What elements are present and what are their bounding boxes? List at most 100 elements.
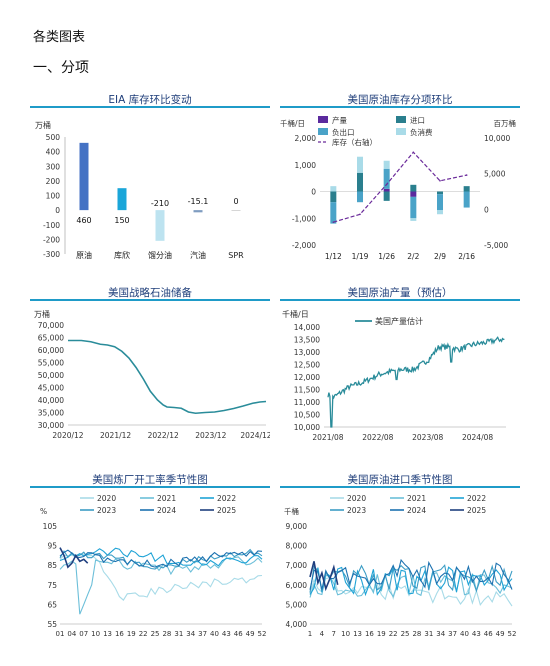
imports-x-tick: 52 <box>508 630 517 638</box>
prod-y-tick: 13,000 <box>294 348 320 357</box>
components-legend-swatch-3 <box>396 128 406 135</box>
prod-x-tick: 2023/08 <box>412 433 443 442</box>
components-inventory-point-1 <box>359 213 361 216</box>
prod-x-tick: 2022/08 <box>362 433 393 442</box>
components-y-tick: 1,000 <box>295 161 317 170</box>
imports-x-tick: 43 <box>472 630 481 638</box>
imports-y-tick: 8,000 <box>286 542 308 551</box>
components-y2-tick: 0 <box>484 205 489 214</box>
prod-line <box>327 336 505 428</box>
components-right-unit: 百万桶 <box>494 118 517 128</box>
imports-legend-label-5: 2025 <box>467 506 486 515</box>
spr-x-tick: 2024/12 <box>240 431 270 440</box>
components-category-0: 1/12 <box>325 252 342 261</box>
components-inventory-point-3 <box>412 151 415 154</box>
spr-x-tick: 2022/12 <box>148 431 179 440</box>
spr-title: 美国战略石油储备 <box>108 287 192 299</box>
spr-y-tick: 45,000 <box>38 384 64 393</box>
components-bar-2-1 <box>357 191 363 203</box>
refinery-panel: 美国炼厂开工率季节性图 % 55 65 75 85 95 105 01 04 07 10 13 16 19… <box>30 472 270 652</box>
refinery-x-tick: 49 <box>246 630 255 638</box>
imports-legend-label-3: 2023 <box>347 506 366 515</box>
refinery-title-rule <box>30 486 270 488</box>
components-y-tick: -1,000 <box>292 214 316 223</box>
refinery-line-2023 <box>59 548 263 570</box>
components-legend-swatch-1 <box>396 116 406 123</box>
refinery-x-tick: 16 <box>115 630 124 638</box>
spr-chart: 万桶 30,000 35,000 40,000 45,000 50,000 55,000 60… <box>34 309 270 440</box>
imports-legend-label-0: 2020 <box>347 494 366 503</box>
refinery-y-tick: 95 <box>47 542 57 551</box>
prod-legend-label: 美国产量估计 <box>375 316 423 326</box>
prod-y-tick: 11,000 <box>294 398 320 407</box>
eia-category-0: 原油 <box>76 250 92 260</box>
imports-legend-label-2: 2022 <box>467 494 486 503</box>
refinery-line-2025 <box>59 547 89 569</box>
eia-y-tick: -100 <box>43 221 60 230</box>
refinery-legend-label-5: 2025 <box>217 506 236 515</box>
eia-y-tick: 0 <box>55 206 60 215</box>
refinery-x-tick: 37 <box>198 630 207 638</box>
prod-x-tick: 2024/08 <box>462 433 493 442</box>
eia-y-tick: -200 <box>43 235 60 244</box>
spr-y-tick: 30,000 <box>38 421 64 430</box>
imports-panel: 美国原油进口季节性图 千桶 4,000 5,000 6,000 7,000 8,000 9,… <box>280 472 520 652</box>
prod-panel: 美国原油产量（预估） 千桶/日 10,000 10,500 11,000 11,500 1… <box>280 285 520 455</box>
spr-panel: 美国战略石油储备 万桶 30,000 35,000 40,000 45,000 50,00… <box>30 285 270 455</box>
components-y2-tick: -5,000 <box>484 241 508 250</box>
components-bar-2-5 <box>463 191 470 208</box>
eia-data-label-0: 460 <box>76 216 91 225</box>
imports-x-tick: 37 <box>448 630 457 638</box>
eia-y-tick: 500 <box>46 133 61 142</box>
spr-x-tick: 2023/12 <box>195 431 226 440</box>
components-left-unit: 千桶/日 <box>280 118 305 128</box>
components-category-3: 2/2 <box>407 252 419 261</box>
imports-y-tick: 4,000 <box>286 620 308 629</box>
imports-y-tick: 5,000 <box>286 600 308 609</box>
eia-y-tick: 300 <box>46 162 61 171</box>
components-inventory-point-4 <box>439 180 441 182</box>
imports-line-2025 <box>309 561 339 592</box>
components-bar-1-0 <box>330 191 337 203</box>
refinery-x-tick: 10 <box>91 630 100 638</box>
imports-title-rule <box>280 486 520 488</box>
imports-x-tick: 31 <box>424 630 433 638</box>
components-legend-label-3: 负消费 <box>410 127 433 137</box>
refinery-x-tick: 19 <box>127 630 136 638</box>
eia-bar-0 <box>79 142 89 211</box>
refinery-x-tick: 25 <box>151 630 160 638</box>
imports-line-2024 <box>309 558 513 590</box>
spr-title-rule <box>30 299 270 301</box>
imports-x-tick: 28 <box>412 630 421 638</box>
spr-x-tick: 2021/12 <box>100 431 131 440</box>
prod-chart: 千桶/日 10,000 10,500 11,000 11,500 12,000 12,500… <box>282 309 506 442</box>
spr-y-tick: 40,000 <box>38 396 64 405</box>
refinery-legend-label-1: 2021 <box>157 494 176 503</box>
eia-panel: EIA 库存环比变动 万桶 -300 -200 -100 0 100 200 300 400 50… <box>30 92 270 272</box>
components-legend-label-2: 负出口 <box>332 127 355 137</box>
components-bar-0-3 <box>410 191 417 197</box>
refinery-legend-label-3: 2023 <box>97 506 116 515</box>
refinery-x-tick: 34 <box>186 630 195 638</box>
components-panel: 美国原油库存分项环比 千桶/日 百万桶 -2,000 -1,000 0 1,000 2,00… <box>280 92 520 272</box>
spr-y-tick: 65,000 <box>38 334 64 343</box>
components-bar-1-3 <box>410 184 417 192</box>
components-category-2: 1/26 <box>378 252 395 261</box>
components-bar-2-0 <box>330 202 337 224</box>
refinery-line-2022 <box>59 547 263 567</box>
imports-x-tick: 34 <box>436 630 445 638</box>
eia-data-label-1: 150 <box>114 216 129 225</box>
eia-y-tick: 400 <box>46 148 61 157</box>
components-inventory-point-5 <box>465 174 468 176</box>
components-bar-3-1 <box>357 156 363 173</box>
eia-bar-3 <box>193 210 203 213</box>
eia-bar-1 <box>117 188 127 211</box>
imports-line-2021 <box>309 572 513 598</box>
eia-title: EIA 库存环比变动 <box>108 94 192 106</box>
eia-title-rule <box>30 106 270 108</box>
imports-line-2022 <box>309 566 513 597</box>
refinery-x-tick: 04 <box>67 630 76 638</box>
prod-y-tick: 10,000 <box>294 423 320 432</box>
eia-category-2: 馏分油 <box>148 250 172 260</box>
spr-y-tick: 35,000 <box>38 409 64 418</box>
